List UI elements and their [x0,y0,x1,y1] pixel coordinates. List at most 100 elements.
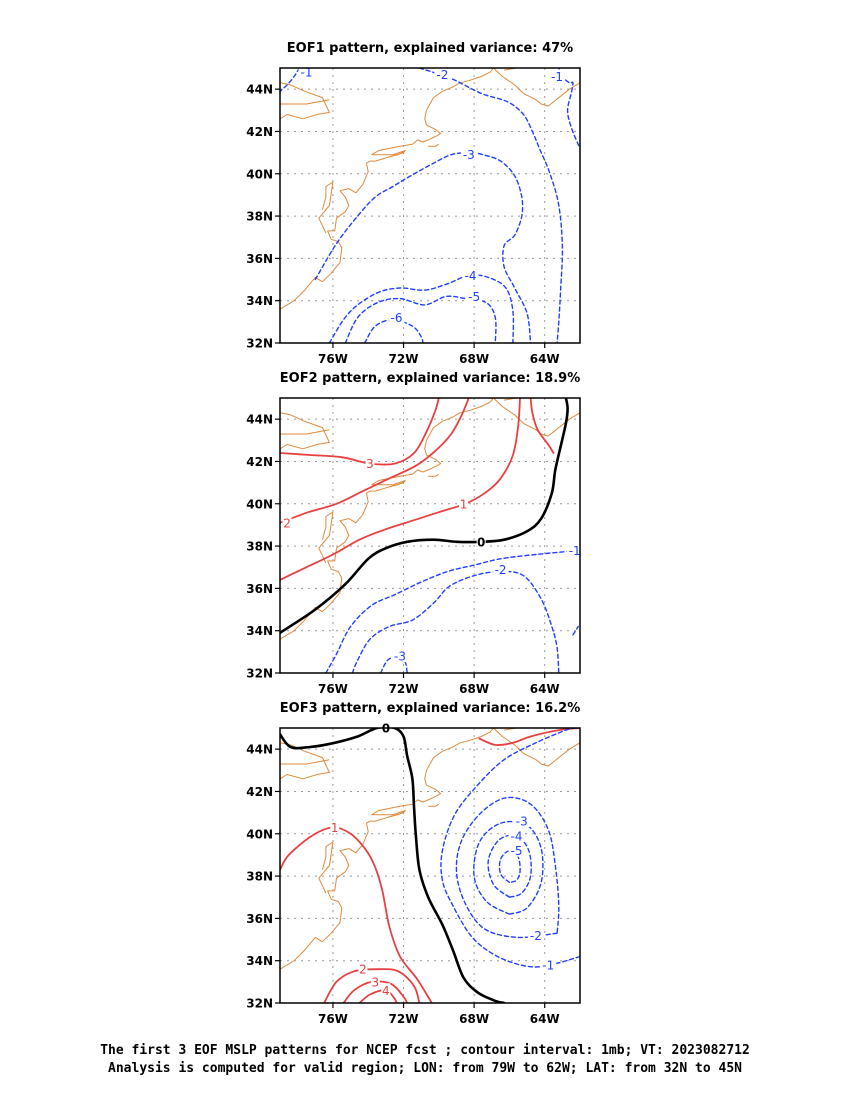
contour-label-bg [365,456,375,470]
contour-label-bg [508,843,525,857]
negative-contour [455,796,560,939]
y-tick-label: 44N [246,413,273,427]
contour-label: -3 [463,148,475,162]
y-tick-label: 34N [246,624,273,638]
negative-contour [572,625,579,636]
coastline [493,728,580,767]
coastline [318,181,334,234]
plot-area [280,68,580,343]
y-tick-label: 34N [246,954,273,968]
coastline [280,429,330,435]
negative-contour [379,655,408,673]
caption-line-2: Analysis is computed for valid region; L… [108,1061,742,1076]
zero-contour [280,728,506,1003]
x-tick-label: 72W [389,352,419,366]
coastline [428,473,440,477]
y-tick-label: 38N [246,540,273,554]
contour-label: -1 [551,70,563,84]
contour-label-bg [527,928,544,942]
contour-label: 3 [371,975,379,989]
coastline [280,412,330,450]
contour-label-bg [513,814,530,828]
negative-contour [325,549,580,673]
contour-label: -2 [530,929,542,943]
x-tick-label: 72W [389,1012,419,1026]
y-tick-label: 32N [246,337,273,351]
x-tick-label: 68W [459,682,489,696]
coastline [280,82,330,120]
contour-label: -6 [390,311,402,325]
y-tick-label: 34N [246,294,273,308]
negative-contour [314,151,532,343]
y-tick-label: 38N [246,210,273,224]
grid-lines [280,398,580,673]
x-tick-label: 72W [389,682,419,696]
positive-contour [342,980,408,1003]
coastline [389,810,406,818]
grid-lines [280,728,580,1003]
plot-frame [279,397,581,674]
contour-label: -3 [516,815,528,829]
contour-label-bg [540,957,557,971]
positive-contour [358,989,398,1003]
positive-contour [280,398,470,524]
coastline [428,143,440,147]
x-tick-label: 76W [318,1012,348,1026]
contour-label-bg [459,496,469,510]
eof2-panel: EOF2 pattern, explained variance: 18.9% 0… [246,371,583,696]
contour-label: 2 [359,963,367,977]
y-tick-label: 36N [246,252,273,266]
contour-label-bg [566,543,583,557]
contour-label: -2 [495,563,507,577]
coastline [504,398,518,401]
panel-title: EOF1 pattern, explained variance: 47% [287,41,573,56]
contour-label-bg [434,67,451,81]
positive-contour [323,968,421,1003]
y-tick-label: 40N [246,167,273,181]
negative-contour [351,570,560,673]
coastline [389,480,406,488]
contour-label: 4 [382,984,390,998]
plot-frame [279,67,581,344]
x-tick-label: 76W [318,682,348,696]
contour-label-bg [549,69,566,83]
contour-label-bg [508,828,525,842]
plot-area [280,728,580,1003]
eof1-panel: EOF1 pattern, explained variance: 47% -1 -… [246,41,581,366]
positive-contour [280,826,433,1003]
x-tick-label: 76W [318,352,348,366]
coastline [318,841,334,894]
x-tick-label: 68W [459,352,489,366]
contour-label-bg [370,974,380,988]
contour-label: -4 [465,269,477,283]
contour-label-bg [358,962,368,976]
positive-contour [478,728,580,746]
positive-contour [280,398,521,581]
y-tick-label: 32N [246,667,273,681]
negative-contour [440,728,580,968]
caption-line-1: The first 3 EOF MSLP patterns for NCEP f… [100,1043,750,1058]
y-tick-label: 36N [246,582,273,596]
coastline [280,759,330,765]
contour-label-bg [282,515,292,529]
y-tick-label: 38N [246,870,273,884]
contour-label: -5 [510,844,522,858]
contour-label: -4 [510,829,522,843]
x-tick-label: 64W [530,352,560,366]
coastline [280,99,330,105]
y-tick-label: 40N [246,497,273,511]
coastline [280,398,494,640]
contour-label: 2 [283,516,291,530]
contour-label: 1 [460,497,468,511]
contour-label-bg [476,534,486,548]
contour-label: -5 [468,290,480,304]
y-tick-label: 44N [246,743,273,757]
coastline [280,728,494,970]
contour-label-bg [492,562,509,576]
y-tick-label: 42N [246,125,273,139]
coastline [428,803,440,807]
negative-contour [344,295,497,343]
y-tick-label: 40N [246,827,273,841]
eof3-panel: EOF3 pattern, explained variance: 16.2%0… [246,701,581,1026]
plot-area [280,398,580,673]
